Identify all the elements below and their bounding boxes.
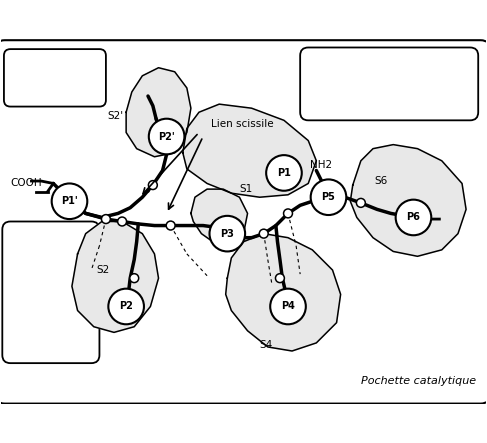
Polygon shape	[191, 189, 247, 243]
Circle shape	[118, 217, 127, 226]
Circle shape	[52, 183, 87, 219]
Circle shape	[101, 214, 111, 224]
Polygon shape	[350, 144, 466, 256]
Circle shape	[356, 198, 365, 207]
Polygon shape	[72, 222, 158, 332]
FancyBboxPatch shape	[2, 222, 99, 363]
FancyBboxPatch shape	[0, 40, 487, 404]
FancyBboxPatch shape	[4, 49, 106, 107]
Circle shape	[209, 216, 245, 252]
Text: S1: S1	[240, 184, 253, 194]
Circle shape	[283, 209, 293, 218]
Circle shape	[108, 289, 144, 324]
Text: Lien scissile: Lien scissile	[211, 119, 274, 129]
Text: S4: S4	[260, 340, 273, 350]
Text: P4: P4	[281, 302, 295, 311]
Circle shape	[276, 274, 284, 283]
Text: S6: S6	[375, 176, 388, 186]
Polygon shape	[183, 104, 317, 197]
Text: P6: P6	[407, 213, 420, 222]
Text: Pochette catalytique: Pochette catalytique	[361, 376, 477, 386]
Text: P1: P1	[277, 168, 291, 178]
Circle shape	[259, 229, 268, 238]
Circle shape	[270, 289, 306, 324]
Polygon shape	[126, 68, 191, 157]
Text: S2: S2	[96, 265, 110, 275]
Circle shape	[166, 221, 175, 230]
Text: P1': P1'	[61, 196, 78, 206]
Circle shape	[149, 119, 185, 154]
Circle shape	[311, 179, 346, 215]
Text: P3: P3	[221, 229, 234, 239]
Text: COOH: COOH	[10, 179, 42, 188]
Text: P5: P5	[321, 192, 336, 202]
Circle shape	[266, 155, 302, 191]
Text: P2: P2	[119, 302, 133, 311]
Circle shape	[395, 200, 431, 235]
Text: S2': S2'	[108, 111, 124, 121]
Circle shape	[149, 181, 157, 190]
Polygon shape	[225, 233, 340, 351]
Text: P2': P2'	[158, 132, 175, 141]
Circle shape	[211, 223, 220, 232]
Text: NH2: NH2	[310, 160, 332, 170]
FancyBboxPatch shape	[300, 47, 478, 120]
Circle shape	[130, 274, 139, 283]
